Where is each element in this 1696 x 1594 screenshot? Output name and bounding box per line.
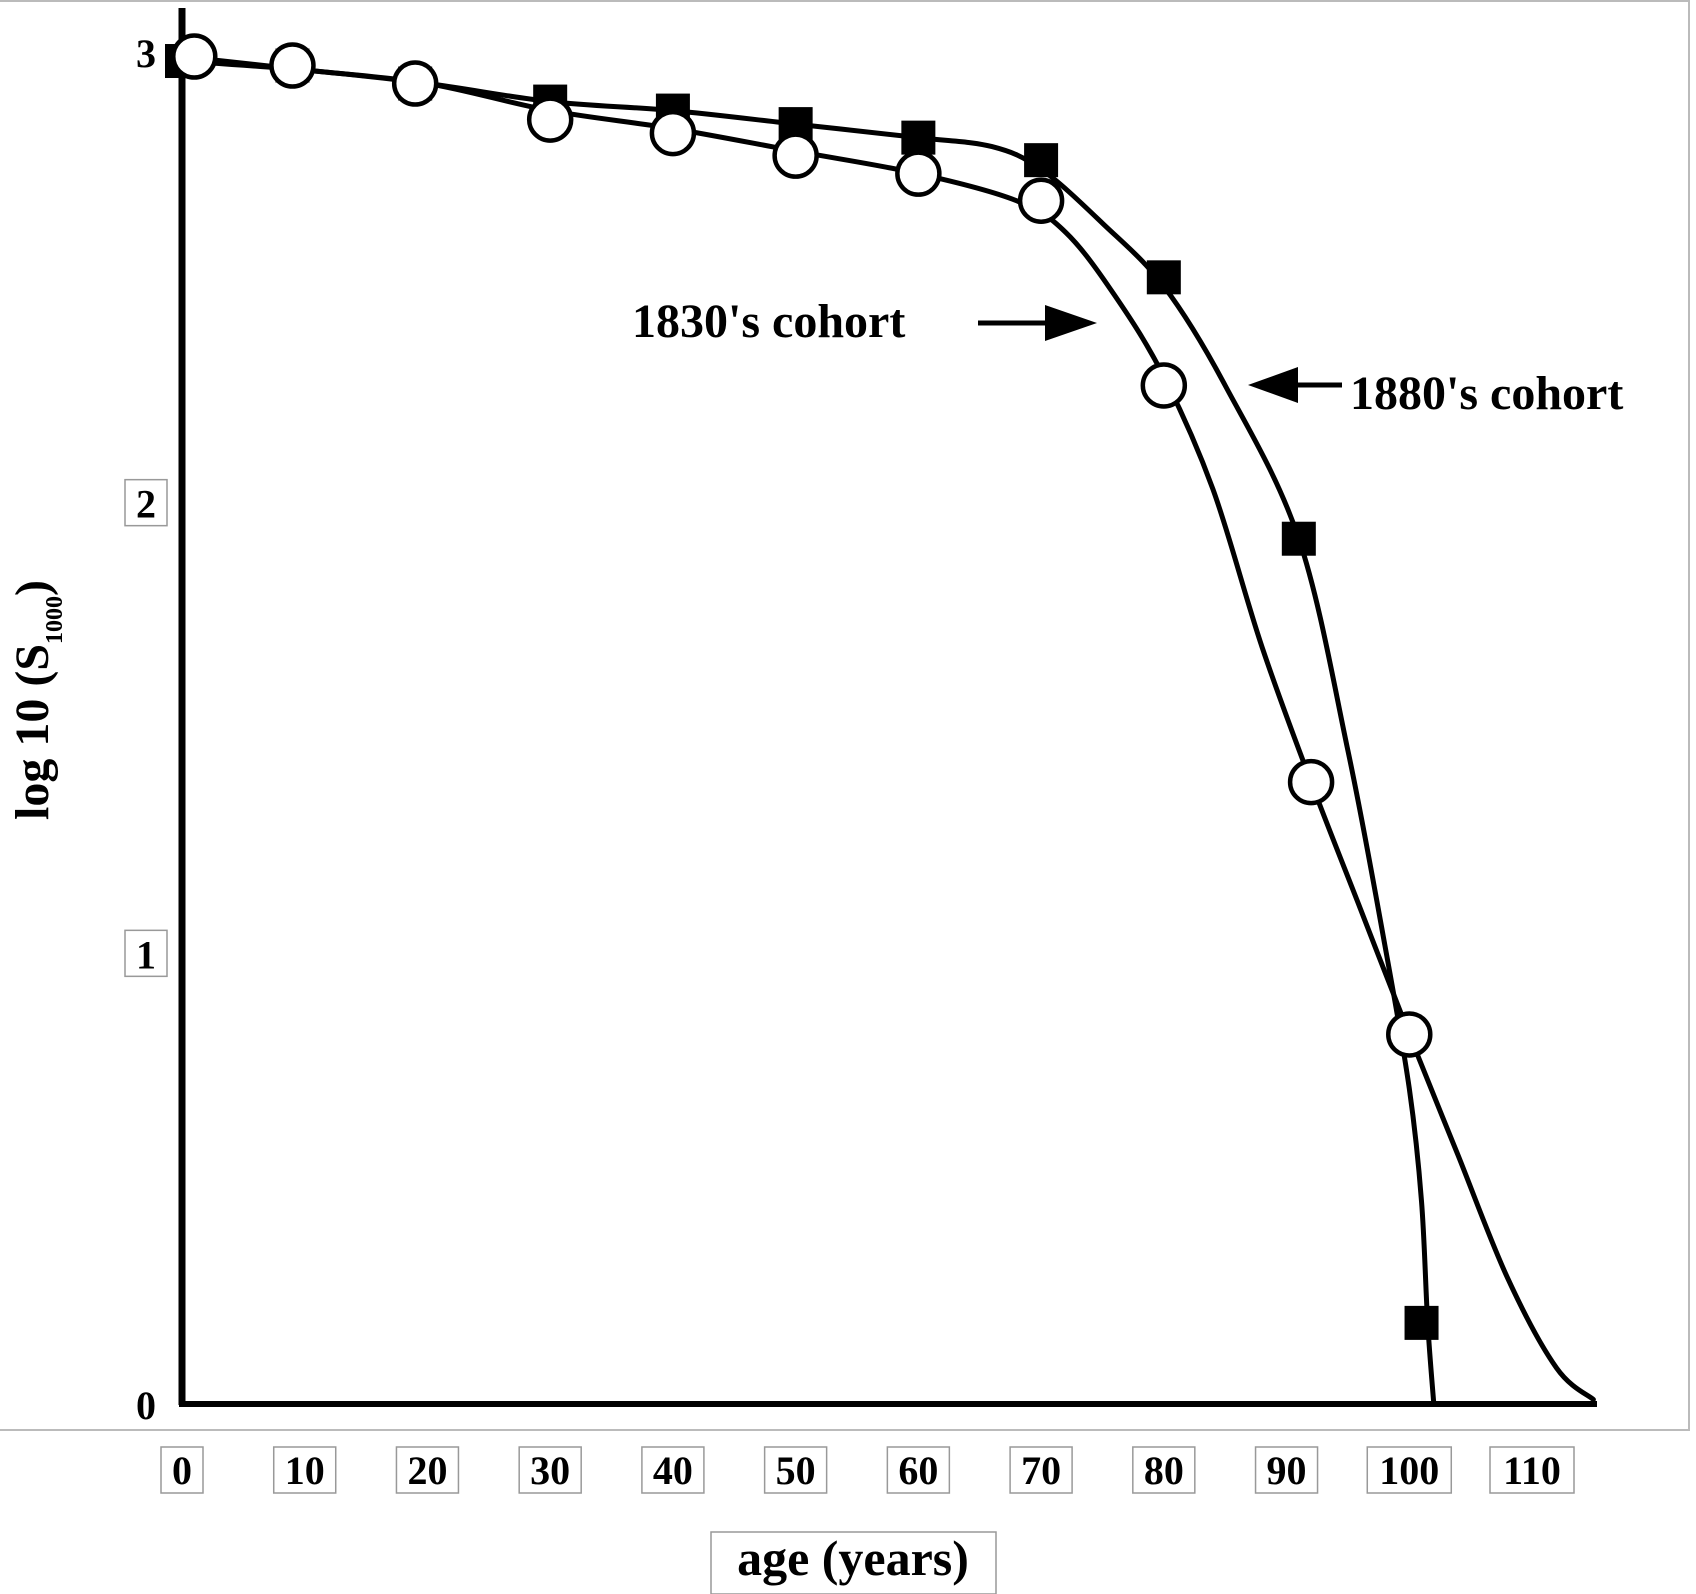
x-tick-label-10: 10 xyxy=(285,1448,325,1493)
x-tick-label-90: 90 xyxy=(1267,1448,1307,1493)
svg-text:log 10 (S1000): log 10 (S1000) xyxy=(6,580,68,820)
x-tick-label-30: 30 xyxy=(530,1448,570,1493)
x-tick-box-80 xyxy=(1132,1446,1196,1494)
x-tick-label-100: 100 xyxy=(1379,1448,1439,1493)
x-tick-box-90 xyxy=(1254,1446,1319,1494)
point-1880s-9 xyxy=(1281,521,1316,556)
x-tick-box-50 xyxy=(763,1446,828,1494)
x-tick-label-80: 80 xyxy=(1144,1448,1184,1493)
point-1830s-0 xyxy=(171,33,218,80)
y-tick-label-2: 2 xyxy=(136,482,156,527)
annotation-1880s-arrow xyxy=(1248,367,1342,403)
y-axis-label: log 10 (S1000) xyxy=(6,580,68,820)
point-1830s-8 xyxy=(1140,362,1188,409)
x-tick-box-70 xyxy=(1009,1446,1073,1494)
series-line-1830s xyxy=(179,54,1596,1402)
x-axis-label-box xyxy=(710,1531,997,1594)
y-ticks: 0 1 2 3 xyxy=(124,31,168,1428)
point-1830s-5 xyxy=(772,132,819,179)
x-tick-box-20 xyxy=(395,1446,460,1494)
x-tick-box-10 xyxy=(272,1446,337,1494)
x-tick-box-110 xyxy=(1489,1446,1575,1494)
x-tick-label-0: 0 xyxy=(172,1448,192,1493)
y-tick-label-0: 0 xyxy=(136,1383,156,1428)
annotation-1830s-arrow xyxy=(978,305,1097,341)
y-tick-label-3: 3 xyxy=(136,31,156,76)
x-tick-box-0 xyxy=(160,1446,204,1494)
point-1830s-3 xyxy=(526,96,574,143)
point-1880s-6 xyxy=(901,120,936,155)
annotation-1830s-cohort: 1830's cohort xyxy=(632,295,905,348)
point-1830s-9 xyxy=(1287,758,1335,806)
point-1880s-8 xyxy=(1146,260,1181,295)
x-tick-label-60: 60 xyxy=(898,1448,938,1493)
y-tick-box-2 xyxy=(124,478,168,527)
point-1880s-7 xyxy=(1024,143,1059,178)
y-axis-label-main: log 10 (S xyxy=(6,644,59,820)
point-1830s-2 xyxy=(391,60,439,107)
point-1830s-4 xyxy=(649,109,697,157)
x-tick-label-50: 50 xyxy=(776,1448,816,1493)
x-tick-box-40 xyxy=(641,1446,705,1494)
x-ticks: 0 10 20 30 40 50 60 70 80 90 100 110 xyxy=(160,1446,1575,1494)
x-tick-box-100 xyxy=(1366,1446,1453,1494)
x-tick-box-30 xyxy=(518,1446,582,1494)
series-line-1880s xyxy=(179,58,1437,1407)
point-1880s-10 xyxy=(1404,1305,1439,1340)
point-1830s-1 xyxy=(269,42,316,89)
y-tick-box-1 xyxy=(124,929,168,978)
annotation-1880s-cohort: 1880's cohort xyxy=(1350,367,1623,420)
x-tick-label-110: 110 xyxy=(1503,1448,1561,1493)
point-1830s-6 xyxy=(895,150,942,197)
y-tick-label-1: 1 xyxy=(136,932,156,977)
x-tick-label-40: 40 xyxy=(653,1448,693,1493)
x-tick-box-60 xyxy=(886,1446,951,1494)
y-axis-label-close: ) xyxy=(6,580,59,596)
y-axis-label-sub: 1000 xyxy=(42,596,68,644)
point-1830s-10 xyxy=(1386,1011,1433,1058)
x-tick-label-20: 20 xyxy=(407,1448,447,1493)
x-tick-label-70: 70 xyxy=(1021,1448,1061,1493)
series-markers xyxy=(165,33,1439,1340)
series-lines xyxy=(179,54,1596,1407)
x-axis-label: age (years) xyxy=(737,1530,969,1586)
point-1830s-7 xyxy=(1017,177,1065,224)
